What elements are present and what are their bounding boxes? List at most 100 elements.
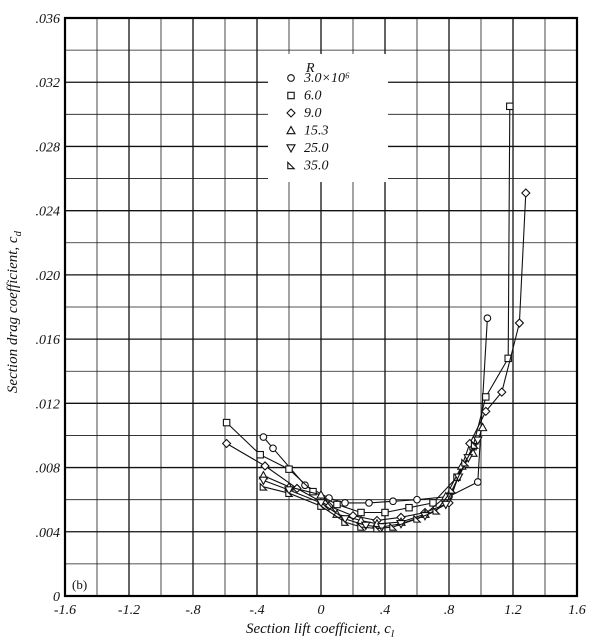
data-point xyxy=(389,497,397,506)
x-tick-label: 1.6 xyxy=(568,603,586,618)
x-tick-label: -.4 xyxy=(249,603,264,618)
series-group xyxy=(222,102,514,517)
data-point xyxy=(389,522,398,531)
data-point xyxy=(504,354,512,363)
x-tick-label: -1.6 xyxy=(54,603,76,618)
data-point xyxy=(470,440,480,449)
data-point xyxy=(448,485,457,494)
y-tick-label: .004 xyxy=(36,526,61,541)
data-point xyxy=(317,501,326,510)
data-point xyxy=(463,454,474,464)
legend-marker xyxy=(286,144,296,154)
data-point xyxy=(365,499,373,507)
legend-entry-label: 3.0×10⁶ xyxy=(303,71,350,86)
legend-title: R xyxy=(305,61,315,76)
x-tick-label: .8 xyxy=(444,603,455,618)
data-point xyxy=(360,521,371,531)
data-point xyxy=(432,506,441,515)
x-axis-title-sub: l xyxy=(391,628,394,640)
data-point xyxy=(429,499,437,507)
data-point xyxy=(222,418,231,427)
data-point xyxy=(413,514,422,523)
data-point xyxy=(481,406,491,417)
data-point xyxy=(259,482,268,491)
legend-entry-label: 9.0 xyxy=(304,106,322,121)
x-tick-label: .4 xyxy=(380,603,391,618)
data-point xyxy=(316,499,326,509)
series-line xyxy=(226,192,527,522)
data-point xyxy=(357,522,366,531)
data-point xyxy=(413,495,421,504)
legend-marker xyxy=(286,125,296,135)
legend-entry-label: 25.0 xyxy=(304,141,329,156)
data-point xyxy=(333,500,341,509)
data-point xyxy=(341,517,350,526)
series-line xyxy=(226,106,511,514)
y-axis-title-sub: d xyxy=(12,230,24,236)
y-tick-label: .032 xyxy=(36,76,61,91)
legend-entry-label: 6.0 xyxy=(304,89,322,104)
y-tick-label: .024 xyxy=(36,205,61,220)
data-point xyxy=(324,501,334,511)
data-point xyxy=(373,524,382,533)
legend-marker xyxy=(287,91,295,100)
data-point xyxy=(258,476,269,486)
data-series xyxy=(221,102,531,533)
data-point xyxy=(472,436,483,446)
x-tick-label: 0 xyxy=(318,603,325,618)
data-point xyxy=(285,465,293,473)
data-point xyxy=(482,393,490,401)
series-line xyxy=(263,440,479,528)
legend-marker xyxy=(286,108,296,118)
data-point xyxy=(269,444,277,453)
x-tick-label: -.8 xyxy=(185,603,200,618)
data-point xyxy=(256,450,264,459)
data-point xyxy=(473,478,482,486)
plot-frame xyxy=(63,16,579,598)
data-point xyxy=(357,508,365,517)
y-axis-title-text: Section drag coefficient, c xyxy=(5,236,21,393)
y-tick-label: .008 xyxy=(36,462,61,477)
data-point xyxy=(483,314,492,323)
series-group xyxy=(259,440,480,533)
y-axis-title: Section drag coefficient, cd xyxy=(5,230,24,393)
y-tick-label: .020 xyxy=(36,269,61,284)
series-group xyxy=(259,314,492,507)
data-point xyxy=(405,503,413,512)
data-point xyxy=(221,438,232,449)
y-tick-label: .012 xyxy=(36,397,61,412)
legend-entry-label: 35.0 xyxy=(303,159,329,174)
data-point xyxy=(440,500,451,510)
y-tick-label: .036 xyxy=(36,12,61,27)
panel-label: (b) xyxy=(72,577,87,592)
data-point xyxy=(497,387,507,397)
data-point xyxy=(381,508,389,517)
data-point xyxy=(341,499,349,507)
data-point xyxy=(461,458,470,467)
x-axis-title: Section lift coefficient, cl xyxy=(246,621,394,640)
data-point xyxy=(521,188,531,198)
data-point xyxy=(514,318,525,328)
y-tick-label: 0 xyxy=(53,590,60,605)
y-tick-label: .016 xyxy=(36,333,61,348)
x-tick-label: 1.2 xyxy=(504,603,522,618)
data-point xyxy=(285,488,294,497)
legend-entry-label: 15.3 xyxy=(304,124,329,139)
legend: R 3.0×10⁶ 6.0 9.0 15.3 25.0 35.0 xyxy=(268,54,388,182)
data-point xyxy=(316,489,326,499)
data-point xyxy=(477,422,488,432)
data-point xyxy=(376,523,387,533)
legend-marker xyxy=(287,160,296,170)
tick-labels: -1.6 -1.2 -.8 -.4 0 .4 .8 1.2 1.6 0 .004 .008 .012 .0… xyxy=(36,12,586,618)
data-point xyxy=(284,486,294,496)
legend-marker xyxy=(287,74,295,82)
y-tick-label: .028 xyxy=(36,140,61,155)
data-point xyxy=(340,515,350,525)
series-line xyxy=(263,444,476,530)
data-point xyxy=(301,481,309,490)
series-group xyxy=(258,422,488,528)
x-axis-title-text: Section lift coefficient, c xyxy=(246,621,391,637)
data-point xyxy=(506,102,514,111)
legend-background xyxy=(268,54,388,182)
